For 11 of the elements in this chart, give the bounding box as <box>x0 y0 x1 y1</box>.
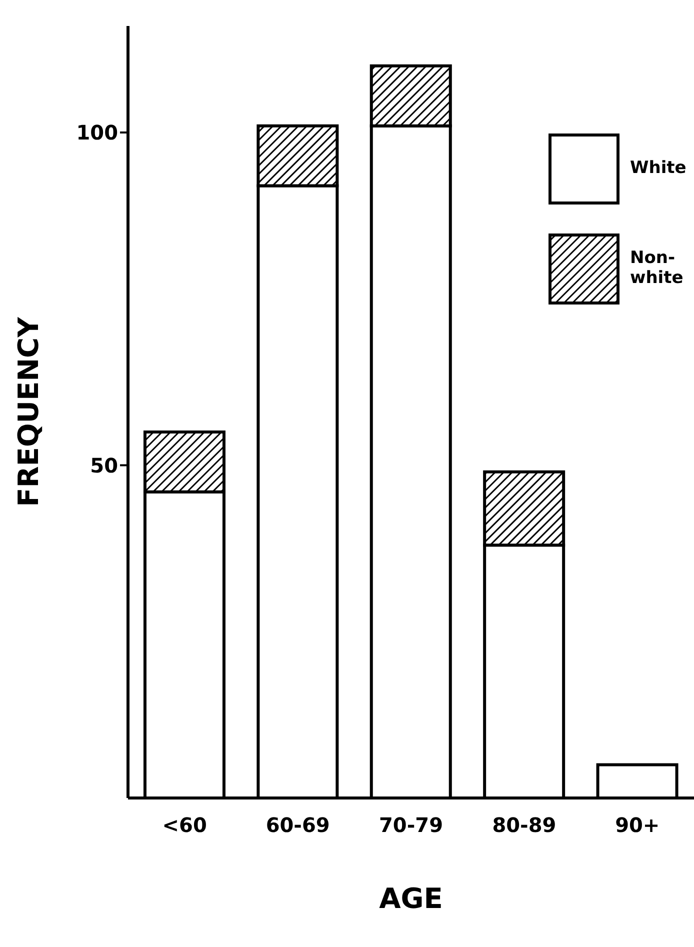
y-axis-title: FREQUENCY <box>12 316 45 507</box>
x-tick-label: 80-89 <box>492 813 556 838</box>
x-tick-label: <60 <box>162 813 207 838</box>
text: White <box>630 158 686 179</box>
y-tick-label: 100 <box>76 120 118 145</box>
y-tick-label: 50 <box>90 453 118 478</box>
x-axis-title: AGE <box>379 882 443 915</box>
text: Non-white <box>630 248 684 289</box>
x-tick-label: 90+ <box>615 813 660 838</box>
x-tick-label: 70-79 <box>379 813 443 838</box>
x-tick-label: 60-69 <box>266 813 330 838</box>
